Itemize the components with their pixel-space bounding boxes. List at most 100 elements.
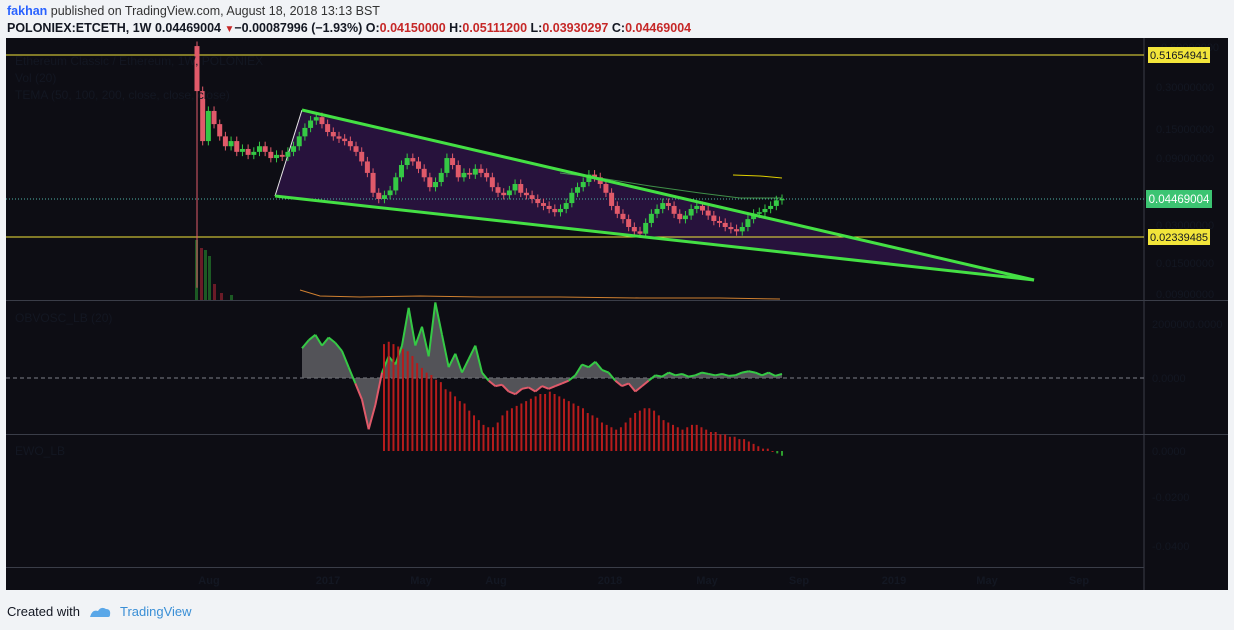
obv-segment [721,372,729,377]
candle-body [472,168,478,175]
author-link[interactable]: fakhan [7,4,48,18]
ewo-bar [619,427,622,451]
candle-body [438,172,444,183]
ewo-bar [586,413,589,451]
obv-tick: 0.0000 [1152,373,1186,385]
ewo-bar [605,424,608,451]
ewo-bar [705,429,708,451]
candle-body [461,172,467,178]
time-tick: Sep [1069,575,1089,587]
obv-segment [754,371,763,377]
candle-body [421,168,427,178]
obv-segment [528,386,536,393]
candle-body [489,177,495,188]
publish-line: fakhan published on TradingView.com, Aug… [7,4,380,18]
obv-segment [421,326,430,357]
volume-bar [208,256,211,300]
candle-body [433,182,439,188]
candle-body [393,177,399,191]
candle-body [722,222,728,227]
ewo-bar [681,429,684,451]
ewo-bar [582,408,584,451]
obv-segment [588,361,596,368]
candle-body [205,110,211,142]
candle-body [660,203,666,209]
candle-body [631,226,637,232]
ewo-bar [762,448,765,451]
candle-body [308,120,314,128]
down-arrow-icon: ▼ [224,24,235,35]
obv-segment [467,345,477,360]
obv-segment [488,379,496,387]
obv-segment [775,372,783,377]
candle-body [643,222,649,234]
candle-body [376,192,382,199]
tradingview-link[interactable]: TradingView [119,604,192,619]
candle-body [563,203,569,209]
time-tick: Aug [485,575,506,587]
obv-segment [701,371,709,375]
obv-segment [301,339,310,349]
ewo-bar [676,427,679,451]
legend-obv: OBVOSC_LB (20) [15,311,112,325]
candle-body [626,219,632,227]
ewo-bar [662,420,665,451]
obv-segment [374,372,383,406]
obv-segment [648,374,656,382]
created-with: Created with [7,604,80,619]
open-label: O: [365,21,380,35]
ewo-bar [544,394,547,451]
candle-body [484,172,490,178]
obv-pane-bg [6,301,1144,434]
obv-segment [314,334,323,347]
candle-body [291,146,297,152]
obv-segment [748,370,756,374]
obv-segment [534,385,543,393]
obv-segment [501,384,510,393]
ewo-bar [766,448,769,451]
obv-segment [627,382,637,393]
chart-canvas[interactable]: 0.60000000 0.30000000 0.15000000 0.09000… [0,38,1234,596]
ewo-bar [724,434,727,451]
resistance-level-tag [1148,47,1210,63]
ewo-bar [482,424,485,451]
candle-body [546,205,552,209]
candle-body [194,46,200,92]
obv-segment [474,345,483,373]
price-legend: Ethereum Classic / Ethereum, 1W, POLONIE… [15,54,263,102]
candle-body [506,190,512,196]
time-tick: May [976,575,998,587]
obv-segment [321,336,330,347]
candle-body [285,151,291,157]
candle-body [279,154,285,157]
candle-body [773,200,779,206]
candle-body [416,161,422,169]
volume-bar [200,248,203,300]
ewo-bar [558,396,561,451]
obv-segment [581,363,590,369]
ewo-bar [690,424,693,451]
candle-body [478,168,484,173]
ewo-bar [525,401,528,451]
ewo-bar [487,427,490,451]
candle-body [364,161,370,173]
high-label: H: [449,21,463,35]
time-axis-bg [6,568,1144,590]
obv-segment [427,302,437,357]
legend-vol: Vol (20) [15,71,56,85]
obv-segment [634,385,643,393]
ewo-bar [615,429,618,451]
ewo-bar [743,439,746,451]
candle-body [455,165,461,178]
symbol: POLONIEX:ETCETH, 1W [7,21,152,35]
ewo-bar [458,401,461,451]
ewo-bar [667,422,670,451]
ewo-bar [776,451,779,454]
obv-segment [641,379,650,387]
price-tick: 0.15000000 [1156,124,1214,136]
candle-body [336,136,342,139]
wedge-upper-trendline [301,108,1035,282]
obv-segment [688,374,696,378]
ewo-bar [672,424,675,451]
obv-segment [728,374,736,377]
